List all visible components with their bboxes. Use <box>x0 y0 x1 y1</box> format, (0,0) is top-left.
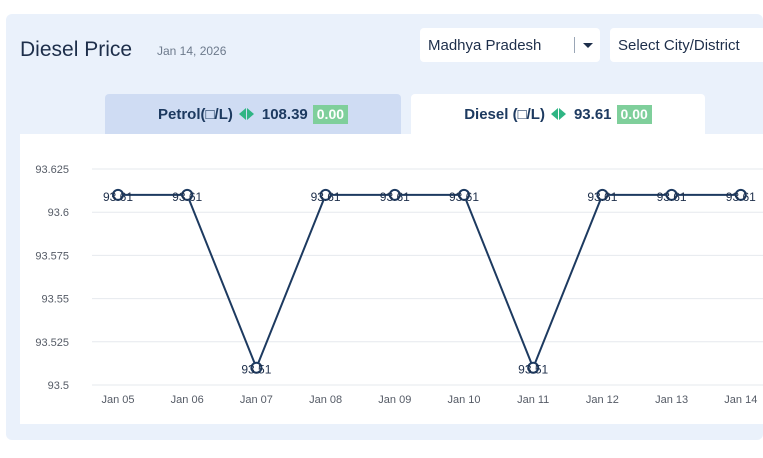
x-tick-label: Jan 11 <box>517 394 549 406</box>
tab-petrol-label: Petrol(□/L) <box>157 105 233 123</box>
left-right-arrows-icon <box>550 108 566 120</box>
data-point <box>319 188 332 201</box>
data-label: 93.61 <box>726 190 756 204</box>
state-dropdown[interactable]: Madhya Pradesh <box>420 28 600 62</box>
y-tick-label: 93.55 <box>41 294 69 306</box>
price-line-chart: 93.625 93.6 93.575 93.55 93.525 93.5 Jan 05 Jan… <box>35 164 763 406</box>
tab-diesel[interactable]: Diesel (□/L) 93.61 0.00 <box>411 94 705 134</box>
y-tick-label: 93.575 <box>35 250 69 262</box>
tab-petrol[interactable]: Petrol(□/L) 108.39 0.00 <box>105 94 401 134</box>
data-point <box>665 188 678 201</box>
data-point <box>112 188 124 201</box>
data-point <box>250 361 263 374</box>
data-point <box>527 361 540 374</box>
data-label: 93.61 <box>311 190 341 204</box>
series-line-segment <box>532 193 604 369</box>
data-label: 93.61 <box>103 190 133 204</box>
page-title: Diesel Price <box>20 38 133 61</box>
tab-petrol-change-badge: 0.00 <box>312 104 349 124</box>
data-point <box>388 188 401 201</box>
x-tick-label: Jan 06 <box>171 394 204 406</box>
series-line-segment <box>463 193 535 369</box>
x-tick-label: Jan 09 <box>378 394 411 406</box>
y-tick-label: 93.625 <box>35 164 69 176</box>
data-point <box>734 188 747 201</box>
price-date: Jan 14, 2026 <box>157 44 227 58</box>
city-placeholder: Select City/District <box>618 37 740 54</box>
city-dropdown[interactable]: Select City/District <box>610 28 763 62</box>
data-label: 93.61 <box>172 190 202 204</box>
data-label: 93.51 <box>241 363 271 377</box>
x-tick-label: Jan 07 <box>240 394 273 406</box>
series-line-segment <box>186 193 258 369</box>
state-selected-value: Madhya Pradesh <box>428 37 542 54</box>
x-tick-label: Jan 12 <box>586 394 619 406</box>
y-tick-label: 93.5 <box>48 380 69 392</box>
dropdown-divider <box>574 37 575 53</box>
data-point <box>458 188 470 201</box>
series-line-segment <box>255 193 327 369</box>
x-tick-label: Jan 13 <box>655 394 688 406</box>
data-label: 93.61 <box>587 190 617 204</box>
data-point <box>596 188 609 201</box>
data-label: 93.61 <box>657 190 687 204</box>
data-point <box>181 188 194 201</box>
data-label: 93.51 <box>518 363 548 377</box>
price-chart: 93.625 93.6 93.575 93.55 93.525 93.5 Jan 05 Jan… <box>20 134 763 424</box>
x-tick-label: Jan 08 <box>309 394 342 406</box>
chevron-down-icon <box>583 43 593 48</box>
y-tick-label: 93.6 <box>48 207 69 219</box>
data-label: 93.61 <box>449 190 479 204</box>
y-tick-label: 93.525 <box>35 337 69 349</box>
data-label: 93.61 <box>380 190 410 204</box>
left-right-arrows-icon <box>238 108 254 120</box>
tab-diesel-price: 93.61 <box>573 105 612 123</box>
x-tick-label: Jan 14 <box>724 394 757 406</box>
tab-petrol-price: 108.39 <box>261 105 308 123</box>
tab-diesel-change-badge: 0.00 <box>616 104 652 124</box>
x-tick-label: Jan 05 <box>101 394 134 406</box>
x-tick-label: Jan 10 <box>447 394 480 406</box>
tab-diesel-label: Diesel (□/L) <box>464 105 545 123</box>
